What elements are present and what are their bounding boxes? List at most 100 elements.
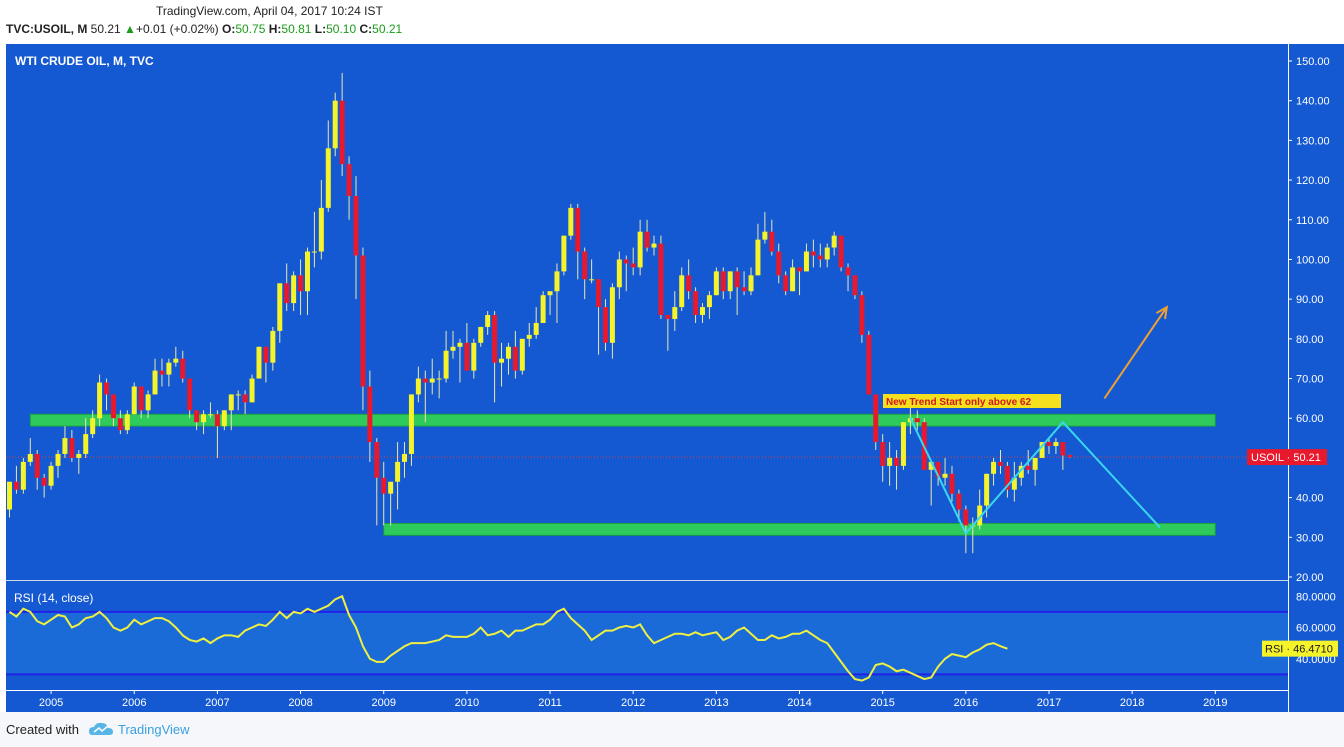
candle bbox=[741, 271, 747, 296]
candle-body bbox=[145, 394, 151, 411]
candle-body bbox=[554, 271, 560, 292]
candle-body bbox=[852, 275, 858, 296]
price-tag-background bbox=[1247, 449, 1327, 466]
candle bbox=[713, 267, 719, 296]
candle bbox=[679, 267, 685, 312]
time-axis-label: 2012 bbox=[621, 697, 645, 709]
time-axis-label: 2014 bbox=[787, 697, 811, 709]
candle-body bbox=[838, 235, 844, 268]
candle bbox=[48, 461, 54, 490]
candle bbox=[880, 434, 886, 482]
candle bbox=[734, 267, 740, 316]
last-price: 50.21 bbox=[90, 22, 121, 36]
time-axis-label: 2008 bbox=[288, 697, 312, 709]
candle bbox=[706, 291, 712, 319]
candle bbox=[1004, 461, 1010, 498]
candle-body bbox=[873, 394, 879, 443]
candle bbox=[914, 410, 920, 431]
candle bbox=[138, 386, 144, 419]
candle-body bbox=[332, 100, 338, 149]
candle bbox=[381, 461, 387, 526]
candle-body bbox=[942, 473, 948, 478]
candle-body bbox=[41, 477, 47, 486]
candle-body bbox=[693, 291, 699, 316]
price-pane-background bbox=[6, 44, 1288, 580]
close-value: 50.21 bbox=[372, 22, 403, 36]
tradingview-brand-link[interactable]: TradingView bbox=[118, 722, 190, 737]
candle-body bbox=[69, 438, 75, 458]
candle-body bbox=[304, 251, 310, 292]
candle bbox=[561, 235, 567, 276]
candle-body bbox=[706, 295, 712, 308]
price-chart[interactable]: New Trend Start only above 62 WTI CRUDE O… bbox=[0, 0, 1344, 712]
candle-body bbox=[1004, 465, 1010, 490]
candle-body bbox=[263, 346, 269, 363]
candle bbox=[700, 303, 705, 323]
candle bbox=[810, 239, 816, 268]
candle bbox=[963, 505, 969, 554]
candle bbox=[27, 438, 33, 466]
candle-body bbox=[1060, 442, 1066, 456]
candle bbox=[436, 370, 442, 399]
candle bbox=[332, 92, 338, 157]
candle bbox=[374, 438, 380, 526]
candle-body bbox=[526, 334, 532, 339]
candle-body bbox=[422, 378, 428, 383]
candle bbox=[838, 235, 844, 272]
candle bbox=[83, 418, 89, 458]
candle-body bbox=[755, 239, 761, 276]
candle bbox=[519, 338, 525, 375]
candle bbox=[887, 442, 893, 486]
candle-body bbox=[62, 438, 68, 454]
candle bbox=[325, 120, 331, 212]
candle bbox=[582, 247, 588, 300]
rsi-axis-label: 40.0000 bbox=[1296, 654, 1336, 666]
candle bbox=[402, 442, 408, 478]
candle bbox=[367, 370, 373, 462]
candle-body bbox=[353, 195, 359, 256]
candle-body bbox=[575, 207, 581, 252]
candle bbox=[942, 457, 948, 486]
candle bbox=[76, 449, 82, 474]
candle bbox=[408, 394, 414, 466]
candle bbox=[637, 219, 643, 276]
footer: Created with TradingView bbox=[0, 712, 1344, 747]
candle-body bbox=[741, 287, 747, 292]
candle-body bbox=[935, 461, 941, 478]
candle bbox=[242, 390, 248, 415]
price-axis-label: 110.00 bbox=[1296, 215, 1329, 227]
candle-body bbox=[609, 287, 615, 343]
candle-body bbox=[831, 235, 837, 248]
open-value: 50.75 bbox=[235, 22, 266, 36]
candle-body bbox=[221, 410, 227, 427]
candle-body bbox=[124, 414, 130, 431]
candle-body bbox=[228, 394, 234, 411]
candle-body bbox=[1067, 454, 1073, 458]
candle bbox=[304, 247, 310, 316]
candle-body bbox=[83, 434, 89, 454]
time-axis-label: 2013 bbox=[704, 697, 728, 709]
candle-body bbox=[152, 370, 158, 395]
chart-header: TradingView.com, April 04, 2017 10:24 IS… bbox=[0, 0, 1344, 42]
candle bbox=[672, 291, 678, 331]
candle-body bbox=[7, 481, 12, 510]
candle bbox=[90, 410, 96, 439]
candle bbox=[540, 291, 546, 323]
candle bbox=[630, 247, 636, 276]
candle bbox=[977, 489, 983, 530]
candle-body bbox=[235, 394, 241, 396]
up-arrow-icon: ▲ bbox=[124, 22, 136, 36]
candle-body bbox=[20, 461, 26, 490]
candle-body bbox=[977, 505, 983, 526]
candle bbox=[159, 358, 165, 387]
candle-body bbox=[914, 418, 920, 423]
candle bbox=[221, 410, 227, 431]
candle bbox=[228, 394, 234, 431]
time-axis-label: 2016 bbox=[954, 697, 978, 709]
candle bbox=[651, 235, 657, 256]
candle-body bbox=[984, 473, 990, 506]
candle-body bbox=[547, 291, 553, 296]
trend-zigzag-line bbox=[909, 417, 1161, 536]
candle bbox=[69, 430, 75, 462]
candle bbox=[207, 402, 213, 419]
